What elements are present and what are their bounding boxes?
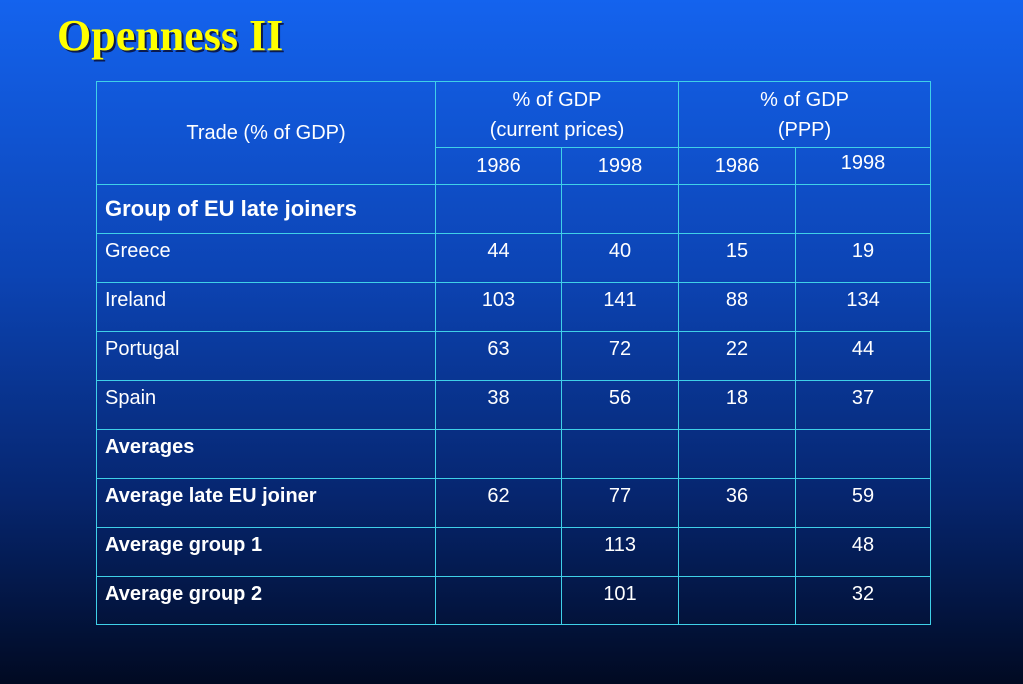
- value-cell: [435, 527, 562, 577]
- year-header: 1986: [435, 147, 562, 185]
- slide-title: Openness II: [57, 11, 284, 60]
- value-cell: 37: [795, 380, 932, 430]
- table-row: Portugal 63 72 22 44: [96, 331, 932, 381]
- section-label: Averages: [96, 429, 436, 479]
- ppp-header: % of GDP (PPP): [678, 81, 932, 148]
- table-row: Average group 1 113 48: [96, 527, 932, 577]
- table-row: Average late EU joiner 62 77 36 59: [96, 478, 932, 528]
- value-cell: 44: [795, 331, 932, 381]
- ppp-header-line1: % of GDP: [760, 88, 849, 111]
- table-row: Greece 44 40 15 19: [96, 233, 932, 283]
- table-row: Spain 38 56 18 37: [96, 380, 932, 430]
- average-label: Average late EU joiner: [96, 478, 436, 528]
- value-cell: 44: [435, 233, 562, 283]
- value-cell: 72: [560, 331, 680, 381]
- value-cell: [678, 527, 797, 577]
- ppp-header-line2: (PPP): [777, 118, 832, 141]
- value-cell: 77: [560, 478, 680, 528]
- country-label: Spain: [96, 380, 436, 430]
- year-header: 1986: [678, 147, 797, 185]
- value-cell: 18: [678, 380, 797, 430]
- value-cell: 22: [678, 331, 797, 381]
- value-cell: 40: [560, 233, 680, 283]
- value-cell: 103: [435, 282, 562, 332]
- value-cell: 38: [435, 380, 562, 430]
- value-cell: [435, 576, 562, 625]
- value-cell: 32: [795, 576, 932, 625]
- value-cell: 113: [560, 527, 680, 577]
- value-cell: 36: [678, 478, 797, 528]
- value-cell: 15: [678, 233, 797, 283]
- table-row: Ireland 103 141 88 134: [96, 282, 932, 332]
- current-prices-header: % of GDP (current prices): [434, 81, 680, 148]
- table-row: Average group 2 101 32: [96, 576, 932, 625]
- year-header-row: 1986 1998 1986 1998: [97, 147, 932, 185]
- current-prices-header-line2: (current prices): [489, 118, 625, 141]
- section-label: Group of EU late joiners: [96, 184, 436, 234]
- value-cell: 48: [795, 527, 932, 577]
- value-cell: 101: [560, 576, 680, 625]
- value-cell: 63: [435, 331, 562, 381]
- trade-openness-table: Trade (% of GDP) % of GDP (current price…: [96, 81, 932, 625]
- average-label: Average group 1: [96, 527, 436, 577]
- value-cell: 88: [678, 282, 797, 332]
- country-label: Portugal: [96, 331, 436, 381]
- average-label: Average group 2: [96, 576, 436, 625]
- value-cell: 62: [435, 478, 562, 528]
- section-row: Group of EU late joiners: [96, 184, 932, 234]
- country-label: Greece: [96, 233, 436, 283]
- row-label-header: Trade (% of GDP): [96, 81, 436, 185]
- value-cell: 134: [795, 282, 932, 332]
- year-header: 1998: [560, 147, 680, 185]
- current-prices-header-line1: % of GDP: [512, 88, 602, 111]
- section-row: Averages: [96, 429, 932, 479]
- value-cell: 56: [560, 380, 680, 430]
- country-label: Ireland: [96, 282, 436, 332]
- value-cell: 59: [795, 478, 932, 528]
- value-cell: [678, 576, 797, 625]
- value-cell: 141: [560, 282, 680, 332]
- value-cell: 19: [795, 233, 932, 283]
- table-header-row: Trade (% of GDP) % of GDP (current price…: [96, 81, 932, 185]
- year-header: 1998: [795, 147, 932, 185]
